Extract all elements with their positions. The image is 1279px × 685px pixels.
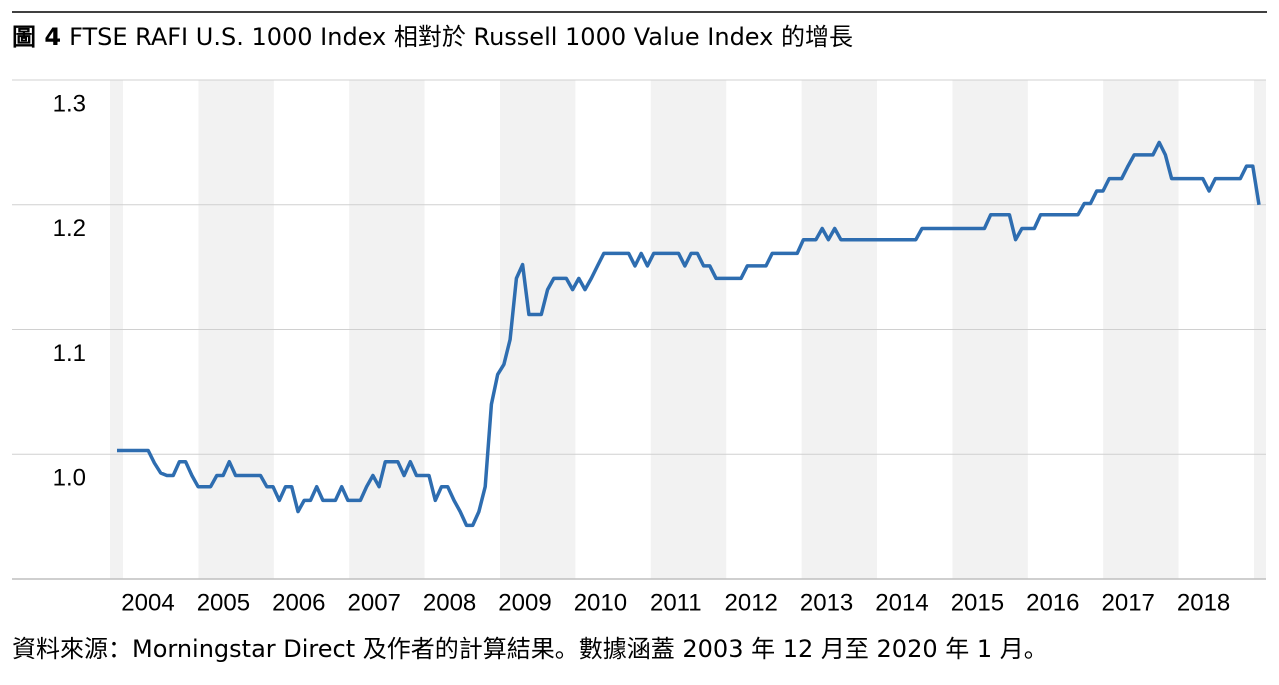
x-tick-label: 2014 [875, 589, 928, 616]
x-tick-label: 2006 [272, 589, 325, 616]
x-tick-label: 2010 [574, 589, 627, 616]
y-tick-label: 1.3 [53, 90, 86, 117]
source-note: 資料來源：Morningstar Direct 及作者的計算結果。數據涵蓋 20… [12, 635, 1048, 663]
x-tick-label: 2009 [498, 589, 551, 616]
x-tick-label: 2016 [1026, 589, 1079, 616]
y-tick-label: 1.0 [53, 465, 86, 492]
y-tick-label: 1.2 [53, 215, 86, 242]
x-tick-label: 2013 [800, 589, 853, 616]
figure-label: 圖 4 [12, 23, 61, 51]
x-tick-label: 2008 [423, 589, 476, 616]
chart-title: 圖 4 FTSE RAFI U.S. 1000 Index 相對於 Russell… [12, 23, 853, 51]
title-text: FTSE RAFI U.S. 1000 Index 相對於 Russell 10… [69, 23, 853, 51]
x-tick-label: 2017 [1102, 589, 1155, 616]
x-tick-label: 2015 [951, 589, 1004, 616]
series-line [117, 140, 1261, 528]
x-tick-label: 2012 [725, 589, 778, 616]
y-tick-label: 1.1 [53, 340, 86, 367]
x-tick-label: 2007 [348, 589, 401, 616]
x-tick-label: 2004 [121, 589, 174, 616]
x-tick-label: 2005 [197, 589, 250, 616]
x-tick-label: 2018 [1177, 589, 1230, 616]
x-tick-label: 2011 [650, 589, 702, 616]
